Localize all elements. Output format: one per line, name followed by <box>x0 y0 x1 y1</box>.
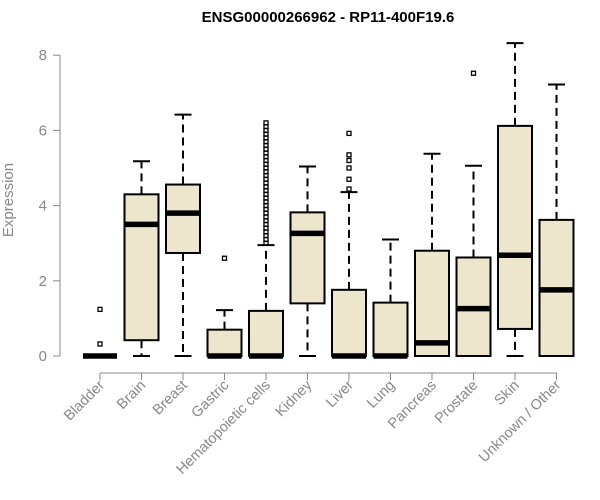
y-tick-label: 0 <box>39 348 47 365</box>
outlier-point <box>221 255 228 261</box>
x-tick-label: Kidney <box>273 377 316 420</box>
box-group <box>165 113 201 357</box>
outlier-point <box>97 306 103 313</box>
x-tick-label: Lung <box>364 378 398 412</box>
box-group <box>372 238 409 359</box>
box-group <box>414 152 450 357</box>
box-group <box>331 130 367 359</box>
box-group <box>206 255 243 359</box>
box-iqr <box>289 211 326 305</box>
box-iqr <box>414 249 450 357</box>
box-iqr <box>206 328 243 357</box>
x-tick-label: Liver <box>323 377 357 411</box>
x-tick-label: Bladder <box>61 377 108 424</box>
outlier-point <box>263 120 269 126</box>
box-group <box>455 70 492 358</box>
boxes <box>83 42 575 359</box>
box-group <box>248 120 284 359</box>
outlier-point <box>346 176 352 182</box>
outlier-point <box>470 70 477 76</box>
box-iqr <box>165 183 201 254</box>
chart-title: ENSG00000266962 - RP11-400F19.6 <box>202 9 455 26</box>
outlier-point <box>346 130 352 137</box>
y-tick-label: 2 <box>39 273 47 290</box>
outlier-point <box>346 157 352 164</box>
box-group <box>289 165 326 357</box>
y-axis-ticks: 0 2 4 6 8 <box>39 47 60 365</box>
outlier-point <box>97 341 103 347</box>
box-group <box>538 83 575 357</box>
box-iqr <box>248 309 284 358</box>
box-iqr <box>123 193 160 342</box>
x-tick-label: Brain <box>114 378 149 413</box>
box-group <box>123 160 160 357</box>
y-tick-label: 4 <box>39 198 47 215</box>
box-group <box>83 306 117 359</box>
y-tick-label: 6 <box>39 122 47 139</box>
box-iqr <box>497 124 533 330</box>
outlier-point <box>346 152 352 158</box>
y-axis-label: Expression <box>0 163 17 237</box>
outlier-point <box>346 165 352 171</box>
x-tick-label: Skin <box>492 378 523 409</box>
box-iqr <box>372 301 409 357</box>
x-tick-label: Breast <box>150 378 191 419</box>
box-iqr <box>331 288 367 358</box>
y-tick-label: 8 <box>39 47 47 64</box>
x-tick-label: Prostate <box>432 378 481 427</box>
outlier-point <box>346 186 352 192</box>
box-group <box>497 42 533 357</box>
